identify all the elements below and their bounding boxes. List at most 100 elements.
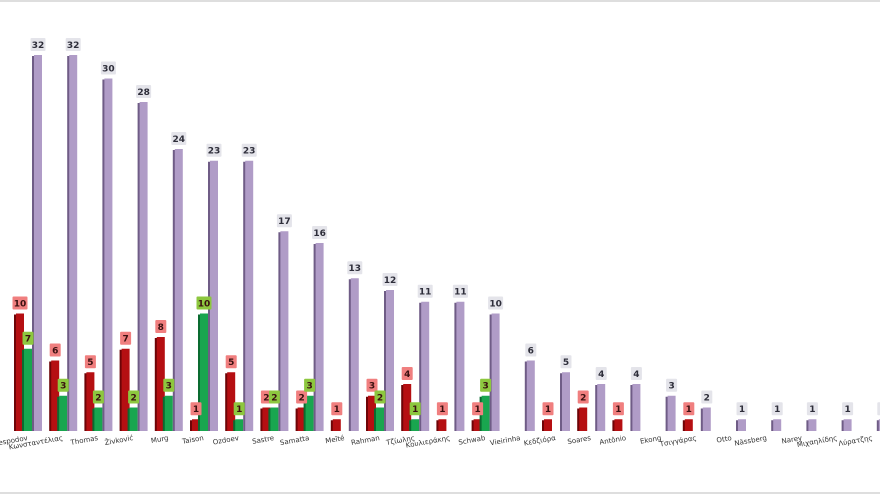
bar-green-samatta (305, 395, 314, 431)
bar-purple-schwab (491, 313, 500, 431)
bar-purple-ekong (667, 395, 676, 431)
value-label-green-despodov: 7 (25, 335, 31, 345)
bar-purple-thomas (104, 78, 113, 431)
bar-side-purple-schwab (489, 314, 493, 431)
x-tick-label-murg: Murg (150, 434, 169, 445)
value-label-box-red-schwab (472, 402, 484, 416)
bar-side-purple-otto (736, 420, 739, 431)
bar-green-despodov (24, 348, 32, 431)
value-label-box-purple-anto-nio (630, 367, 642, 380)
bar-purple-vieirinha (526, 360, 535, 431)
value-label-red-rahman: 3 (369, 382, 375, 392)
bar-side-red-κεδζιο-ρα (542, 420, 545, 431)
value-label-green-rahman: 2 (377, 393, 383, 403)
value-label-purple-z-ivkovic: 28 (137, 88, 150, 98)
bar-red-mei-te (332, 419, 341, 431)
value-label-box-purple-τσιγγα-ρας (701, 390, 713, 404)
value-label-red-murg: 8 (158, 323, 164, 333)
value-label-purple-vieirinha: 6 (528, 346, 534, 356)
bar-red-rahman (368, 395, 376, 431)
bar-side-red-despodov (14, 314, 17, 431)
bar-side-green-thomas (92, 408, 96, 431)
bar-side-purple-ozdoev (243, 161, 247, 431)
bar-purple-sastre (280, 231, 289, 431)
bar-side-green-murg (162, 396, 166, 431)
bar-purple-μιχαηλι-δης (843, 419, 852, 431)
value-label-purple-narey: 1 (809, 405, 815, 415)
x-tick-label-narey: Narey (781, 434, 803, 445)
value-label-box-purple-na-ssberg (771, 402, 783, 416)
value-label-purple-τζι-ωλης: 11 (419, 288, 432, 298)
value-label-purple-sastre: 17 (278, 217, 291, 227)
bar-red-anto-nio (614, 419, 623, 431)
bar-purple-κωνσταντε-λιας (69, 55, 78, 431)
value-label-purple-μιχαηλι-δης: 1 (844, 405, 850, 415)
value-label-box-green-schwab (480, 378, 492, 392)
value-label-box-purple-narey (806, 402, 818, 416)
value-label-red-samatta: 2 (298, 393, 304, 403)
value-label-box-purple-z-ivkovic (136, 85, 152, 98)
value-label-box-purple-soares (595, 367, 607, 380)
value-label-red-thomas: 5 (87, 358, 93, 368)
value-label-green-thomas: 2 (95, 393, 101, 403)
value-label-purple-schwab: 10 (489, 299, 502, 309)
value-label-box-green-sastre (268, 390, 280, 404)
x-tick-label-anto-nio: Antônio (599, 434, 627, 447)
value-label-box-red-τσιγγα-ρας (683, 402, 695, 416)
bar-side-red-schwab (471, 420, 475, 431)
bar-purple-samatta (315, 243, 324, 431)
value-label-box-red-τζι-ωλης (401, 367, 413, 380)
bar-green-z-ivkovic (129, 407, 138, 431)
value-label-red-κουλιερα-κης: 1 (439, 405, 445, 415)
value-label-red-taison: 1 (193, 405, 199, 415)
value-label-box-red-thomas (84, 355, 96, 369)
bar-side-red-mei-te (330, 420, 334, 431)
bar-green-ozdoev (235, 419, 244, 431)
x-tick-label-samatta: Samatta (279, 434, 310, 447)
value-label-purple-κουλιερα-κης: 11 (454, 288, 467, 298)
bar-purple-λυ-ρατζης (878, 419, 880, 431)
value-label-purple-despodov: 32 (32, 41, 45, 51)
bar-green-taison (200, 313, 208, 431)
bar-side-red-κουλιερα-κης (436, 420, 440, 431)
bar-green-τζι-ωλης (411, 419, 420, 431)
value-label-box-red-murg (155, 320, 167, 333)
value-label-green-taison: 10 (198, 299, 211, 309)
value-label-box-green-τζι-ωλης (409, 402, 421, 416)
bar-red-soares (579, 407, 588, 431)
bar-side-purple-λυ-ρατζης (876, 420, 880, 431)
bar-side-purple-sastre (278, 232, 282, 431)
value-label-box-red-κωνσταντε-λιας (49, 343, 61, 357)
value-label-purple-rahman: 12 (384, 276, 397, 286)
value-label-box-purple-murg (171, 132, 187, 145)
bar-side-green-samatta (303, 396, 307, 431)
x-tick-label-rahman: Rahman (350, 434, 380, 447)
bar-purple-murg (174, 149, 183, 431)
bar-side-purple-thomas (102, 79, 106, 431)
bar-side-purple-despodov (32, 56, 35, 431)
bar-side-green-taison (198, 314, 201, 431)
bar-purple-τσιγγα-ρας (702, 407, 711, 431)
x-tick-label-ekong: Ekong (639, 434, 661, 446)
bar-side-purple-rahman (384, 291, 387, 431)
bar-red-z-ivkovic (121, 348, 130, 431)
bar-purple-z-ivkovic (139, 102, 148, 431)
bar-side-purple-narey (806, 420, 810, 431)
value-label-box-purple-ekong (666, 378, 678, 392)
value-label-red-schwab: 1 (474, 405, 480, 415)
bar-side-purple-samatta (313, 244, 317, 431)
bar-purple-narey (808, 419, 817, 431)
bar-red-samatta (297, 407, 306, 431)
x-tick-label-z-ivkovic: Živković (104, 433, 134, 447)
x-tick-label-soares: Soares (567, 434, 592, 446)
bar-red-schwab (473, 419, 482, 431)
bar-red-κεδζιο-ρα (544, 419, 552, 431)
value-label-box-purple-ozdoev (241, 143, 257, 157)
bar-side-purple-na-ssberg (771, 420, 775, 431)
value-label-box-green-samatta (304, 378, 316, 392)
bar-green-murg (164, 395, 173, 431)
value-label-box-green-murg (163, 378, 175, 392)
value-label-purple-taison: 23 (208, 147, 221, 157)
